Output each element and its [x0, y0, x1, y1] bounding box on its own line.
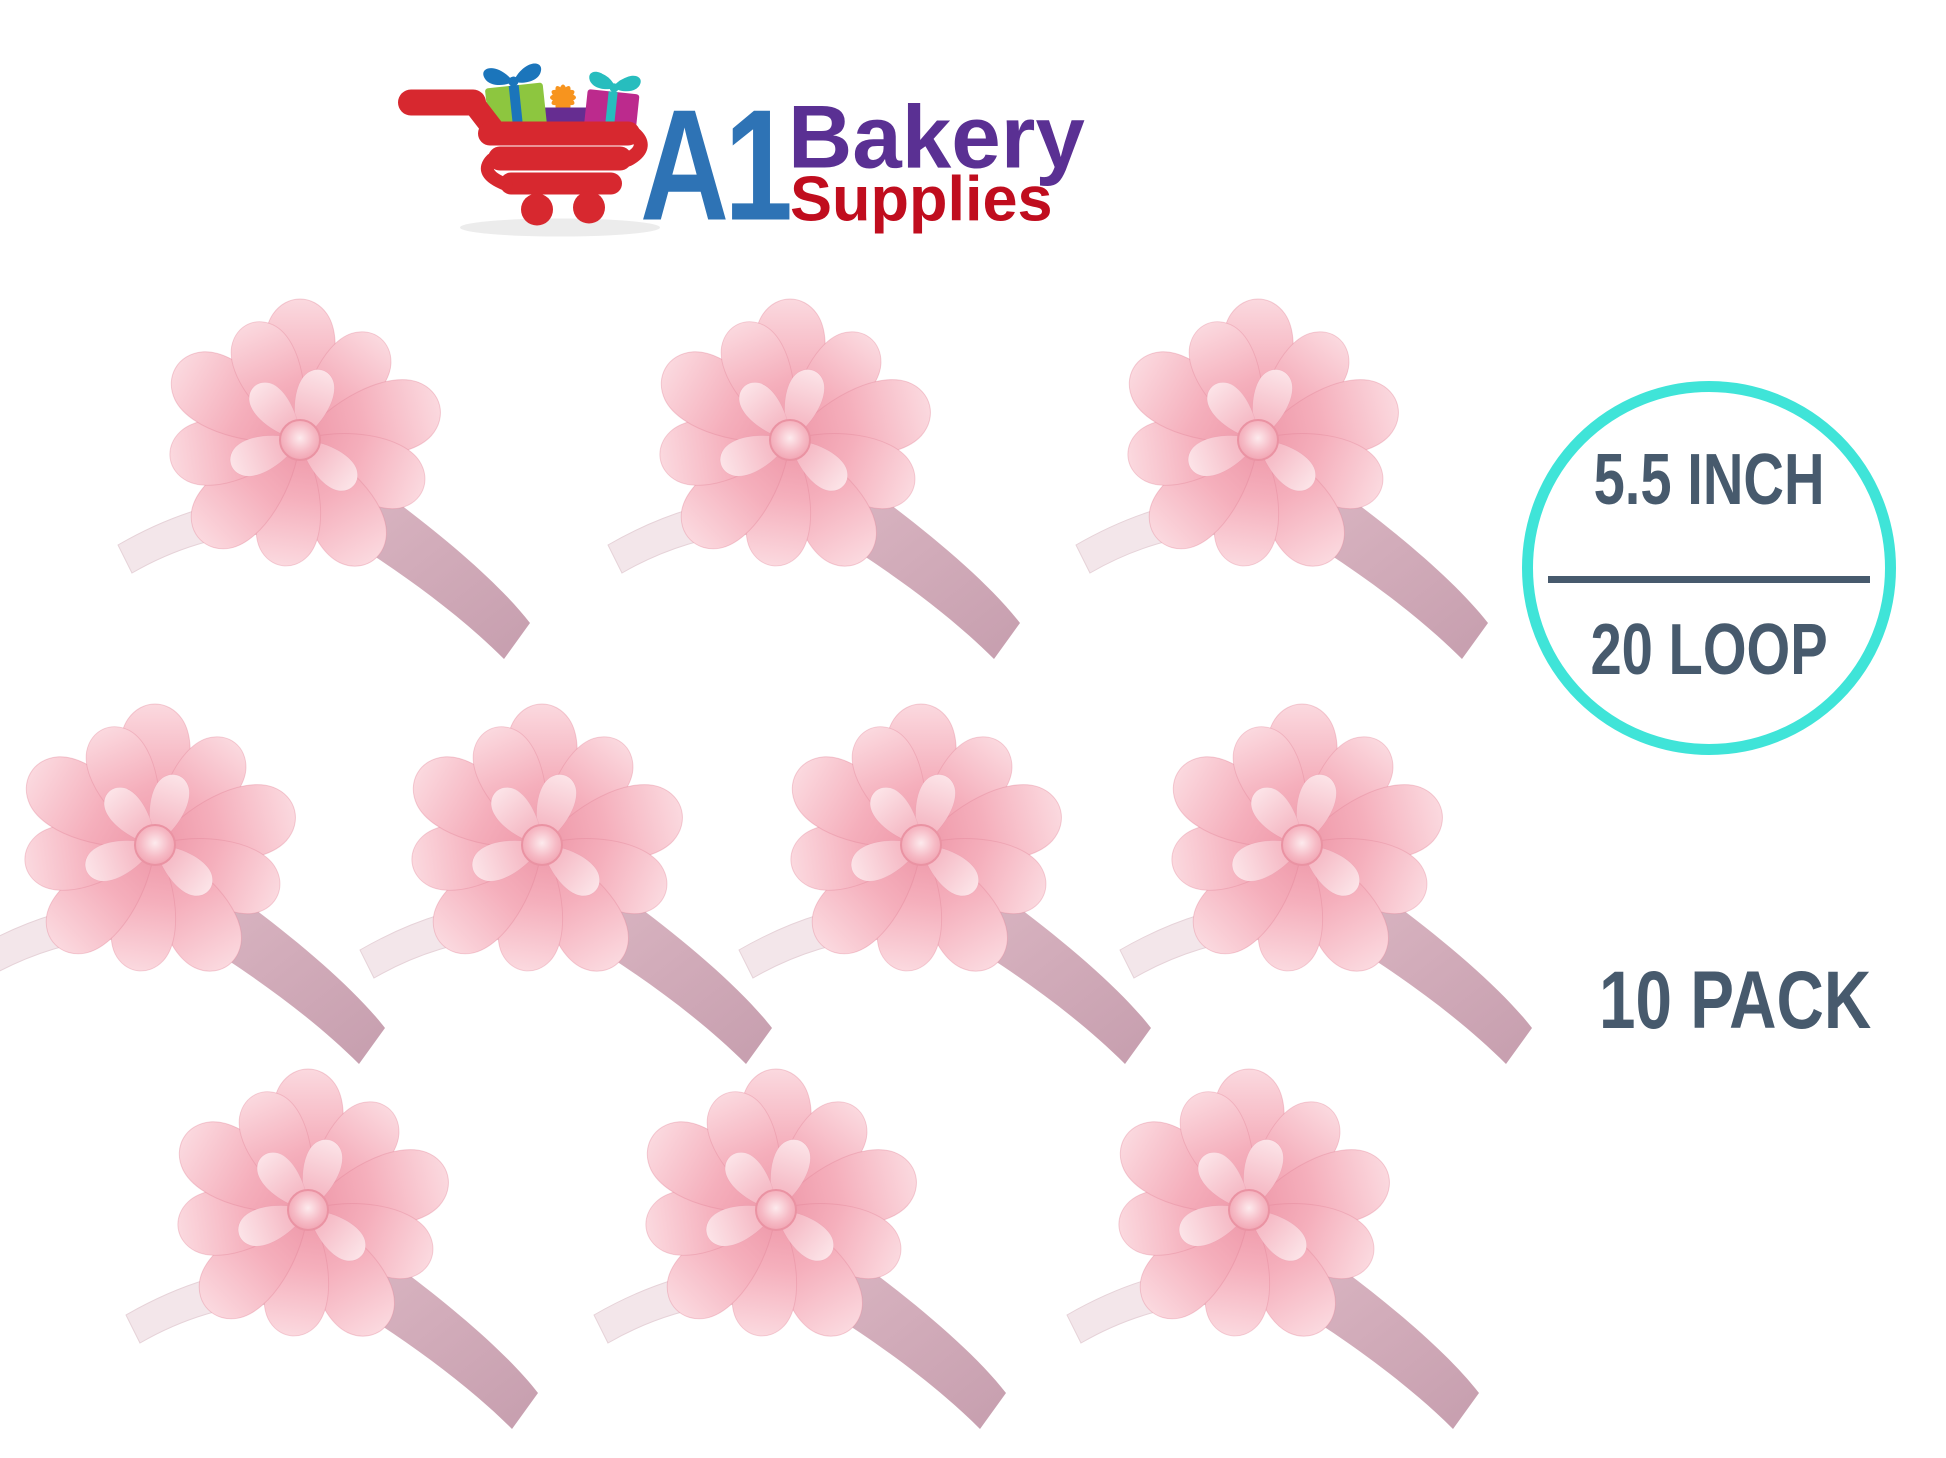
logo-text-a1: A1 [640, 78, 790, 245]
orange-gift-bow-icon [550, 84, 576, 116]
pull-bow-image [731, 660, 1171, 1080]
pull-bow-image [1059, 1025, 1499, 1445]
pull-bow-image [0, 660, 405, 1080]
shopping-cart-with-gifts-icon [398, 63, 660, 237]
badge-loop-label: 20 LOOP [1590, 610, 1828, 690]
cart-body-icon [398, 89, 648, 226]
pull-bow-image [118, 1025, 558, 1445]
magenta-gift-box-icon [584, 71, 641, 133]
cart-wheel-icon [521, 193, 553, 226]
pull-bow-image [110, 255, 550, 675]
pull-bow-image [1068, 255, 1508, 675]
badge-size-label: 5.5 INCH [1593, 440, 1825, 520]
pull-bow-image [600, 255, 1040, 675]
logo-text-supplies: Supplies [790, 165, 1053, 235]
a1-bakery-supplies-logo: A1 Bakery Supplies [398, 63, 1085, 245]
pack-count-label: 10 PACK [1599, 955, 1872, 1046]
pull-bow-image [352, 660, 792, 1080]
size-badge: 5.5 INCH 20 LOOP [1522, 381, 1896, 755]
cart-wheel-icon [573, 191, 605, 224]
pull-bow-image [586, 1025, 1026, 1445]
badge-divider [1548, 576, 1870, 583]
green-gift-box-icon [483, 63, 547, 133]
pull-bow-image [1112, 660, 1552, 1080]
logo-text-bakery: Bakery [788, 87, 1085, 187]
